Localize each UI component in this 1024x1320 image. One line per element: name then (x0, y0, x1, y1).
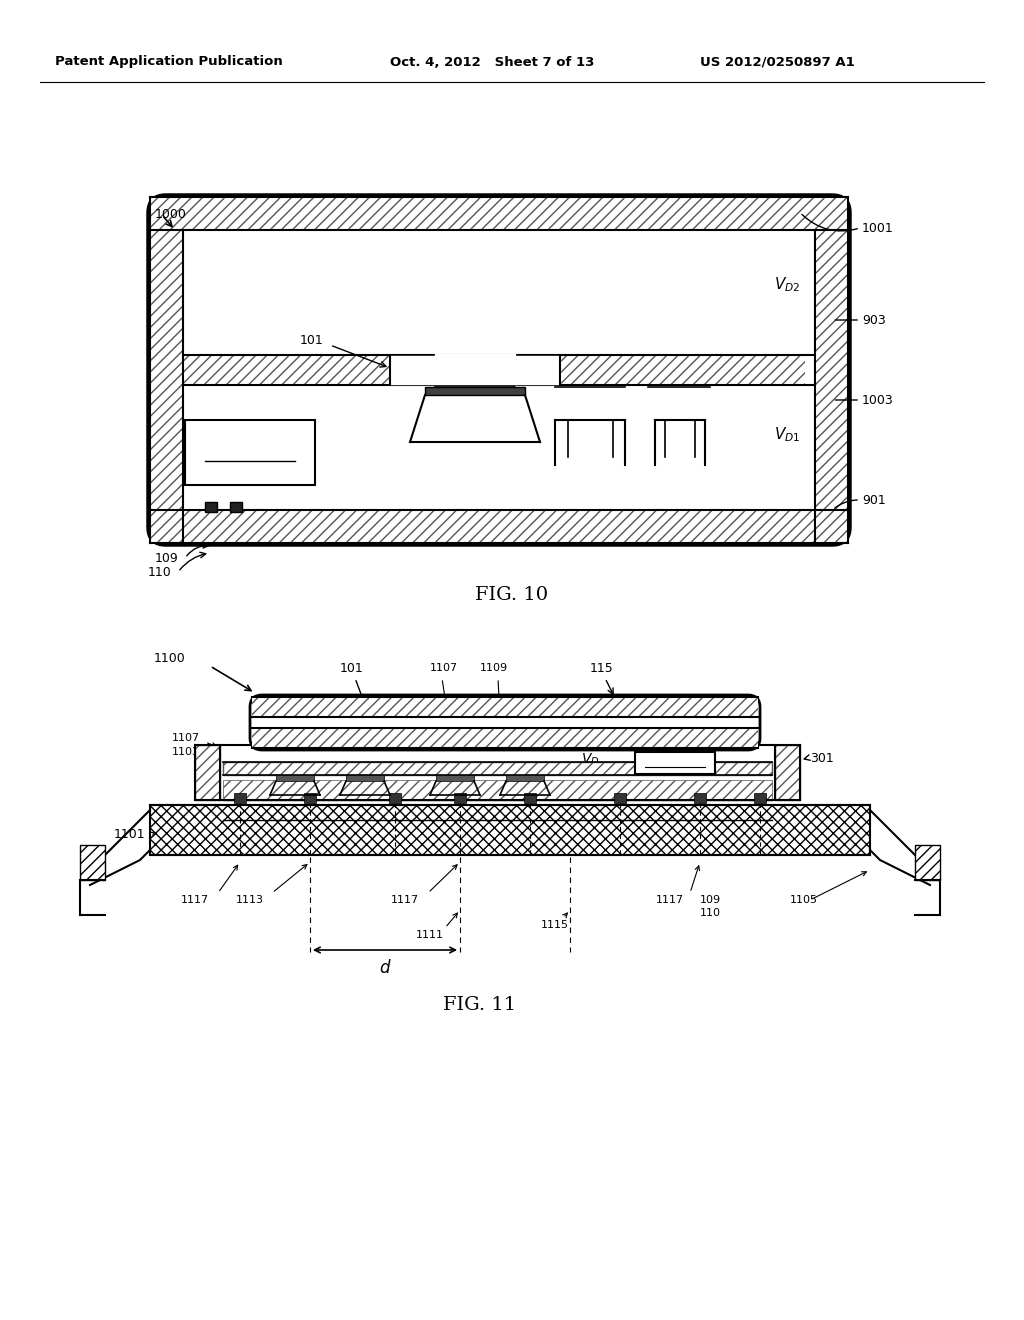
Bar (230, 502, 242, 512)
Text: 1003: 1003 (862, 393, 894, 407)
Bar (183, 355, 469, 385)
Bar (754, 793, 766, 803)
Bar (389, 793, 401, 803)
Bar (915, 845, 940, 880)
Bar (223, 780, 772, 800)
Bar (304, 793, 316, 803)
Text: 901: 901 (862, 494, 886, 507)
Bar (694, 793, 706, 803)
Bar (425, 387, 525, 395)
Bar (346, 775, 384, 781)
Text: 110: 110 (700, 908, 721, 917)
Bar (223, 762, 772, 775)
Text: 1117: 1117 (391, 895, 419, 906)
Bar (150, 197, 848, 230)
Text: 301: 301 (810, 751, 834, 764)
Bar (150, 197, 183, 543)
Text: 1111: 1111 (416, 931, 444, 940)
Text: 1117: 1117 (656, 895, 684, 906)
Text: 101: 101 (340, 661, 364, 675)
Bar (506, 775, 544, 781)
Text: 101: 101 (300, 334, 324, 346)
Text: FIG. 10: FIG. 10 (475, 586, 549, 605)
Text: 109: 109 (155, 552, 179, 565)
Text: Oct. 4, 2012   Sheet 7 of 13: Oct. 4, 2012 Sheet 7 of 13 (390, 55, 594, 69)
Bar (252, 729, 758, 748)
Text: 1101: 1101 (114, 829, 145, 842)
Text: US 2012/0250897 A1: US 2012/0250897 A1 (700, 55, 855, 69)
Bar (775, 744, 800, 800)
Text: $V_{D1}$: $V_{D1}$ (773, 425, 800, 445)
Bar (509, 355, 805, 385)
Bar (614, 793, 626, 803)
Text: 1117: 1117 (181, 895, 209, 906)
Bar (524, 793, 536, 803)
Bar (454, 793, 466, 803)
Text: 1107: 1107 (172, 733, 200, 743)
Bar (185, 420, 315, 484)
Text: 1107: 1107 (430, 663, 458, 673)
Bar (150, 805, 870, 855)
Text: 1000: 1000 (155, 209, 186, 220)
Text: 1103: 1103 (172, 747, 200, 756)
Text: 1105: 1105 (790, 895, 818, 906)
Text: 1115: 1115 (541, 920, 569, 931)
Bar (436, 775, 474, 781)
Text: $V_D$: $V_D$ (581, 752, 599, 768)
Bar (635, 752, 715, 774)
Text: 110: 110 (148, 565, 172, 578)
Text: 1113: 1113 (236, 895, 264, 906)
Text: $V_{D2}$: $V_{D2}$ (774, 276, 800, 294)
Bar (205, 502, 217, 512)
Text: 115: 115 (590, 661, 613, 675)
Bar (80, 845, 105, 880)
Text: 109: 109 (700, 895, 721, 906)
Text: 903: 903 (862, 314, 886, 326)
FancyBboxPatch shape (250, 696, 760, 750)
Bar (150, 510, 848, 543)
Bar (252, 697, 758, 717)
Bar (276, 775, 314, 781)
FancyBboxPatch shape (148, 195, 850, 545)
Bar (234, 793, 246, 803)
Text: 1001: 1001 (862, 222, 894, 235)
Text: 1109: 1109 (480, 663, 508, 673)
Text: 1100: 1100 (154, 652, 185, 664)
Bar (815, 197, 848, 543)
Text: 105: 105 (665, 758, 685, 768)
Text: FIG. 11: FIG. 11 (443, 997, 516, 1014)
Text: 105: 105 (237, 446, 263, 459)
Text: $d$: $d$ (379, 960, 391, 977)
Text: Patent Application Publication: Patent Application Publication (55, 55, 283, 69)
Bar (195, 744, 220, 800)
